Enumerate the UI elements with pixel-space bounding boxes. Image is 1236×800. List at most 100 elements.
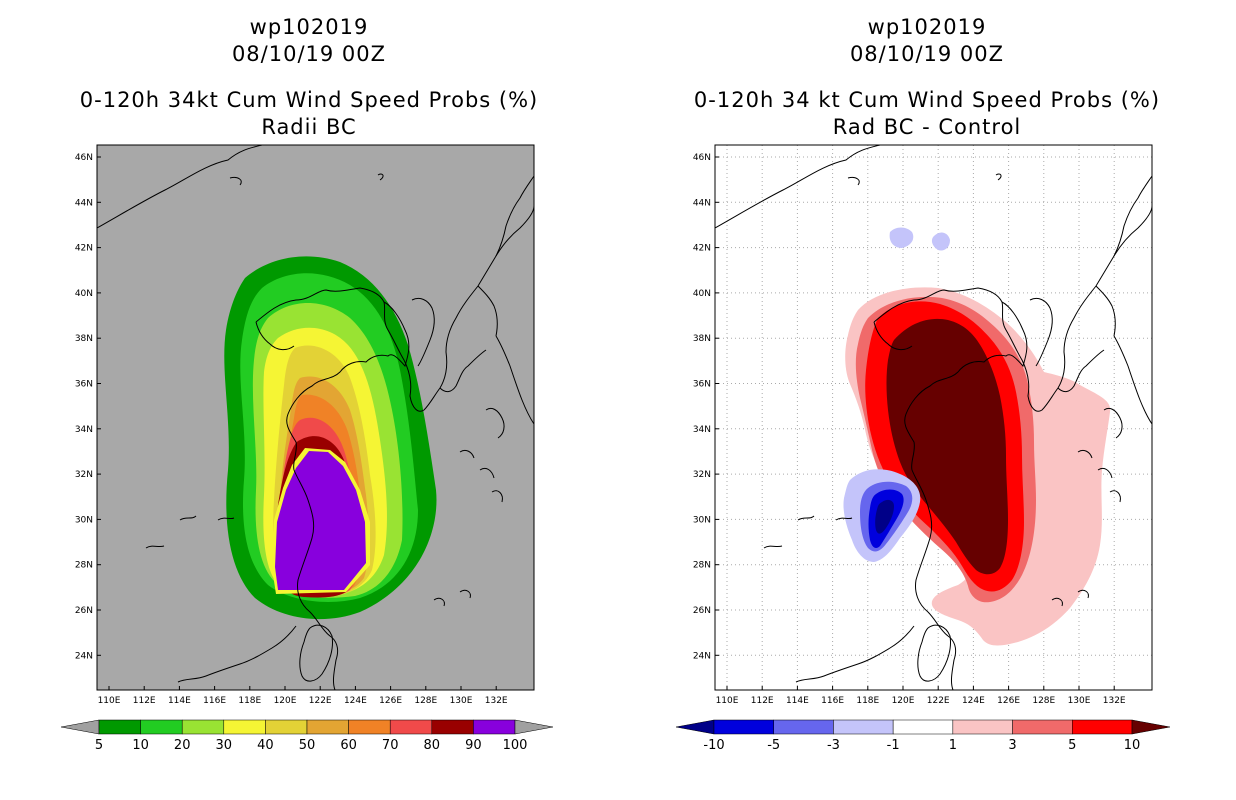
left-colorbar-box: [431, 719, 474, 735]
right-colorbar-box: [892, 719, 954, 735]
right-colorbar-box: [1012, 719, 1073, 735]
right-colorbar-label: -1: [887, 738, 900, 753]
left-lat-label: 46N: [75, 153, 93, 163]
right-colorbar-box: [833, 719, 894, 735]
right-lat-label: 32N: [693, 470, 711, 480]
right-axis-labels: 46N 44N 42N 40N 38N 36N 34N 32N 30N 28N 26N 24N 110E…: [693, 153, 1126, 706]
left-colorbar-box: [181, 719, 225, 735]
right-lat-label: 44N: [693, 198, 711, 208]
left-colorbar-label: 50: [299, 738, 316, 753]
left-panel: wp102019 08/10/19 00Z 0-120h 34kt Cum Wi…: [0, 14, 618, 753]
left-lon-label: 126E: [379, 696, 402, 706]
left-colorbar-box: [223, 719, 266, 735]
left-titles: wp102019 08/10/19 00Z 0-120h 34kt Cum Wi…: [0, 14, 618, 141]
left-colorbar-label: 60: [340, 738, 357, 753]
right-lon-label: 116E: [821, 696, 844, 706]
left-lon-label: 128E: [414, 696, 437, 706]
left-lat-label: 28N: [75, 561, 93, 571]
left-colorbar-box: [98, 719, 141, 735]
right-lon-label: 128E: [1032, 696, 1055, 706]
left-storm-id: wp102019: [249, 15, 369, 39]
right-lon-label: 124E: [962, 696, 985, 706]
left-lon-label: 122E: [309, 696, 332, 706]
right-colorbar-label: -5: [767, 738, 780, 753]
right-lat-label: 36N: [693, 380, 711, 390]
right-colorbar-label: 3: [1008, 738, 1016, 753]
left-lon-label: 118E: [238, 696, 261, 706]
right-colorbar-label: -3: [827, 738, 840, 753]
left-lon-label: 112E: [133, 696, 156, 706]
left-lon-label: 110E: [98, 696, 121, 706]
right-colorbar-label: 10: [1124, 738, 1141, 753]
diff-neg-1-north2: [931, 232, 950, 251]
left-axis-labels: 46N 44N 42N 40N 38N 36N 34N 32N 30N 28N 26N 24N 110E…: [75, 153, 508, 706]
right-lon-label: 126E: [997, 696, 1020, 706]
left-colorbar-box: [389, 719, 433, 735]
left-lat-label: 40N: [75, 289, 93, 299]
right-subtitle: Rad BC - Control: [832, 115, 1022, 139]
right-colorbar-box: [952, 719, 1013, 735]
left-map: 46N 44N 42N 40N 38N 36N 34N 32N 30N 28N 26N 24N 110E…: [60, 144, 554, 753]
right-lon-label: 114E: [786, 696, 809, 706]
right-lat-label: 46N: [693, 153, 711, 163]
right-lon-label: 110E: [716, 696, 739, 706]
left-lat-label: 32N: [75, 470, 93, 480]
right-colorbar: -10 -5 -3 -1 1 3 5 10: [675, 719, 1171, 753]
left-colorbar-label: 80: [424, 738, 441, 753]
right-lat-label: 40N: [693, 289, 711, 299]
right-lon-label: 120E: [892, 696, 915, 706]
right-lat-label: 28N: [693, 561, 711, 571]
left-lat-label: 42N: [75, 244, 93, 254]
right-init-time: 08/10/19 00Z: [849, 42, 1005, 66]
left-map-frame: [96, 144, 535, 691]
diff-pos-10: [886, 318, 1008, 575]
diff-neg-10: [875, 499, 894, 534]
left-probability-field: [224, 256, 437, 620]
left-lon-label: 120E: [274, 696, 297, 706]
left-lon-label: 130E: [450, 696, 473, 706]
left-colorbar-label: 30: [216, 738, 233, 753]
right-map-frame: [714, 144, 1153, 691]
left-lat-label: 24N: [75, 651, 93, 661]
left-lat-label: 38N: [75, 334, 93, 344]
right-colorbar-box: [773, 719, 834, 735]
left-lat-label: 44N: [75, 198, 93, 208]
left-lat-label: 30N: [75, 515, 93, 525]
right-difference-field: [843, 227, 1111, 646]
right-colorbar-under-arrow: [675, 719, 715, 735]
left-colorbar-box: [348, 719, 391, 735]
diff-neg-1-north: [889, 227, 914, 248]
left-lon-label: 116E: [203, 696, 226, 706]
right-storm-id: wp102019: [867, 15, 987, 39]
left-colorbar-label: 20: [174, 738, 191, 753]
right-lon-label: 118E: [856, 696, 879, 706]
right-lat-label: 24N: [693, 651, 711, 661]
left-colorbar-box: [140, 719, 183, 735]
left-lon-label: 124E: [344, 696, 367, 706]
right-lon-label: 122E: [927, 696, 950, 706]
right-lat-label: 42N: [693, 244, 711, 254]
left-colorbar-box: [473, 719, 516, 735]
left-colorbar-label: 90: [465, 738, 482, 753]
left-init-time: 08/10/19 00Z: [231, 42, 387, 66]
left-colorbar-label: 10: [132, 738, 149, 753]
left-lat-label: 26N: [75, 606, 93, 616]
prob-90: [275, 451, 366, 590]
right-colorbar-over-arrow: [1131, 719, 1171, 735]
right-lon-label: 130E: [1068, 696, 1091, 706]
left-colorbar-under-arrow: [60, 719, 100, 735]
right-lat-label: 34N: [693, 425, 711, 435]
right-colorbar-label: -10: [703, 738, 724, 753]
left-colorbar-label: 70: [382, 738, 399, 753]
left-coastlines: [97, 145, 534, 690]
right-colorbar-label: 1: [949, 738, 957, 753]
right-titles: wp102019 08/10/19 00Z 0-120h 34 kt Cum W…: [618, 14, 1236, 141]
left-lon-label: 132E: [485, 696, 508, 706]
right-lat-label: 26N: [693, 606, 711, 616]
left-colorbar: 5 10 20 30 40 50 60 70 80 90 100: [60, 719, 554, 753]
right-coastlines: [715, 145, 1152, 690]
left-colorbar-label: 5: [95, 738, 103, 753]
left-colorbar-box: [265, 719, 308, 735]
right-product-title: 0-120h 34 kt Cum Wind Speed Probs (%): [693, 88, 1161, 112]
left-product-title: 0-120h 34kt Cum Wind Speed Probs (%): [79, 88, 539, 112]
